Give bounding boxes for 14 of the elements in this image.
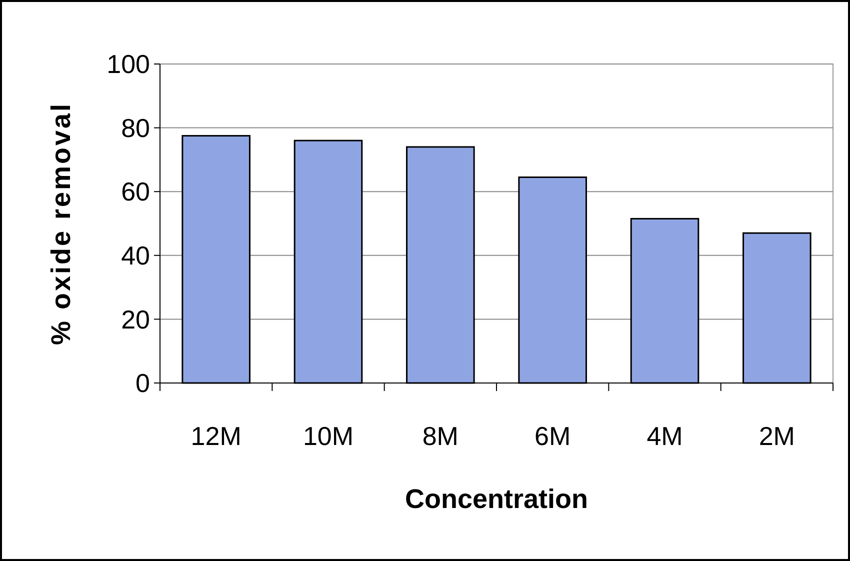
y-tick-label: 80 [121,112,150,143]
y-axis-title: % oxide removal [46,102,76,346]
y-tick-label: 60 [121,176,150,207]
x-tick-label: 10M [302,421,354,451]
y-tick-label: 0 [136,368,150,398]
x-tick-label: 8M [422,421,458,451]
x-tick-label: 12M [190,421,242,451]
x-tick-label: 4M [646,421,683,451]
x-axis-title: Concentration [404,484,588,514]
y-tick-label: 40 [121,240,150,270]
x-tick-label: 6M [534,421,571,451]
y-tick-label: 20 [121,304,150,334]
y-tick-label: 100 [106,49,150,80]
x-tick-label: 2M [758,421,795,451]
